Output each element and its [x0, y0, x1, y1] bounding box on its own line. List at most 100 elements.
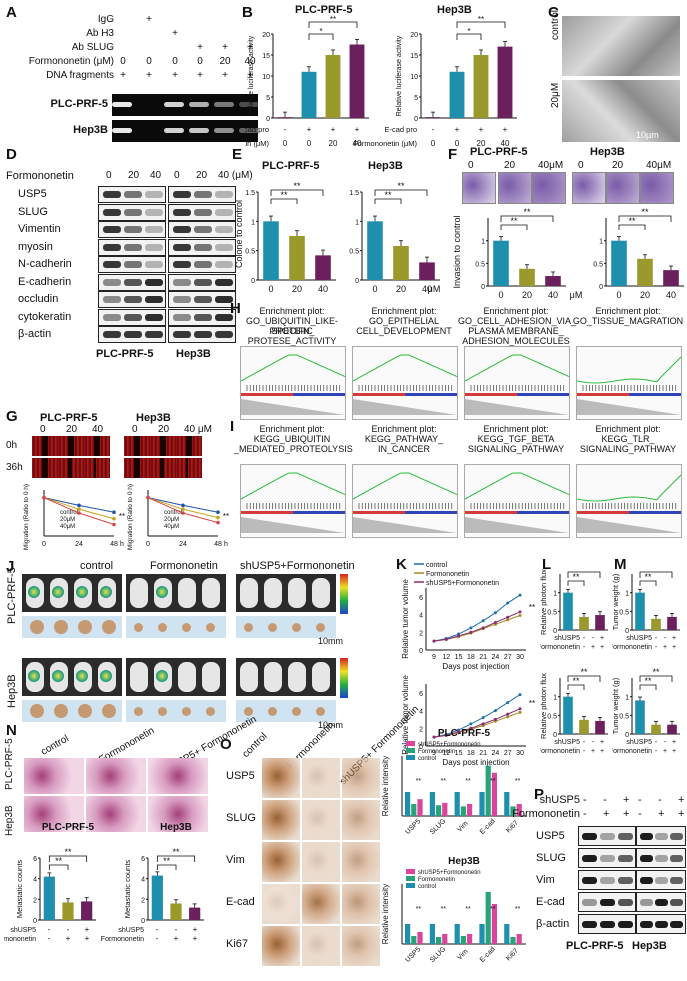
protein-band: [103, 208, 121, 216]
protein-label: SLUG: [536, 852, 566, 864]
y-tick-label: 6: [33, 856, 37, 863]
legend-label: control: [164, 510, 182, 516]
panel-d-label: D: [6, 146, 17, 163]
y-axis-label: Relative intensity: [381, 884, 390, 944]
x-tick-label: 20: [292, 284, 302, 294]
scratch-image: [84, 458, 110, 478]
protein-band: [582, 855, 597, 862]
row-value: +: [623, 808, 630, 820]
y-tick-label: 0: [141, 918, 145, 925]
legend-label: Formononetin: [426, 571, 469, 578]
row-value: 0: [307, 139, 312, 148]
y-tick-label: 1: [599, 239, 603, 246]
bioluminescence-signal: [28, 670, 40, 682]
row-value: 0: [431, 139, 436, 148]
x-tick-label: 27: [504, 750, 512, 757]
protein-band: [215, 191, 233, 198]
x-tick-label: 18: [467, 654, 475, 661]
enrichment-curve: [576, 356, 682, 384]
rank-red: [353, 511, 405, 514]
protein-band: [582, 921, 597, 928]
excised-tumor: [134, 622, 143, 632]
panel-k-label: K: [396, 556, 407, 573]
sig-bracket: [374, 189, 428, 196]
bar: [493, 240, 509, 286]
gsea-title-line: Enrichment plot:: [259, 424, 325, 434]
gsea-plot: [576, 464, 682, 538]
sig-label: **: [163, 856, 171, 866]
bar: [497, 46, 513, 118]
rank-red: [465, 393, 517, 396]
y-tick-label: 1: [625, 591, 629, 598]
bioluminescence-signal: [76, 586, 88, 598]
mouse: [202, 578, 220, 608]
scratch-gap: [186, 436, 192, 456]
gsea-svg: [240, 472, 346, 533]
sig-bracket: [270, 198, 298, 204]
protein-label: β-actin: [536, 918, 570, 930]
sig-bracket: [567, 571, 601, 578]
bar: [516, 934, 522, 944]
sig-label: **: [529, 699, 535, 708]
row-value: +: [672, 748, 676, 755]
gsea-title-line: _MEDIATED_PROTEOLYSIS: [234, 444, 353, 454]
y-tick-label: 10: [410, 74, 418, 81]
protein-band: [582, 877, 597, 884]
protein-band: [640, 855, 653, 862]
y-tick-label: 20: [262, 32, 270, 39]
row-label: Ab SLUG: [71, 42, 114, 53]
dose-label: 0: [106, 170, 112, 181]
gel-band: [239, 128, 259, 133]
rank-red: [241, 511, 293, 514]
protein-band: [194, 191, 212, 198]
y-tick-label: 5: [266, 95, 270, 102]
mouse: [312, 578, 330, 608]
line-point: [432, 735, 436, 739]
bar: [405, 792, 411, 816]
dose-label: 0: [174, 170, 180, 181]
sig-label: **: [280, 190, 288, 200]
y-tick-label: 1: [355, 219, 359, 226]
line-point: [216, 510, 220, 515]
bar: [510, 806, 516, 816]
y-tick-label: 0: [251, 278, 255, 285]
cell-title: PLC-PRF-5: [470, 146, 528, 158]
x-tick-label: 40: [666, 290, 676, 300]
x-tick-label: Ki67: [505, 947, 520, 962]
row-value: +: [663, 748, 667, 755]
y-axis-label: Relative luciferase activity: [396, 35, 403, 116]
enrichment-curve: [352, 472, 458, 500]
sig-bracket: [456, 33, 482, 40]
row-value: -: [67, 925, 70, 934]
protein-band: [582, 833, 597, 840]
protein-label: occludin: [18, 293, 59, 305]
blot-plc: [578, 870, 636, 890]
gsea-title-line: Enrichment plot:: [371, 424, 437, 434]
excised-tumor: [54, 704, 68, 718]
sig-label: **: [172, 847, 180, 857]
protein-band: [618, 899, 633, 906]
legend-swatch: [406, 869, 415, 874]
sig-label: **: [510, 216, 518, 226]
x-tick-label: 9: [432, 750, 436, 757]
row-value: +: [623, 794, 630, 806]
bar: [519, 268, 535, 286]
gsea-title-line: CELL_DEVELOPMENT: [356, 326, 452, 336]
rank-metric: [353, 399, 457, 415]
excised-tumor: [292, 706, 301, 716]
bar: [611, 240, 627, 286]
panel-c-label: C: [548, 4, 559, 21]
gel-image: [112, 94, 259, 116]
ihc-image: [302, 800, 340, 840]
blot-plc: [578, 914, 636, 934]
dose-label: 0: [468, 160, 474, 171]
bar: [460, 936, 466, 944]
ihc-image: [342, 884, 380, 924]
blot-hep3b: [636, 914, 686, 934]
protein-label: E-cad: [536, 896, 565, 908]
protein-band: [124, 261, 142, 268]
panel-e-title-2: Hep3B: [368, 160, 403, 172]
color-scale: [340, 658, 348, 698]
protein-band: [124, 313, 142, 321]
excised-tumor: [292, 622, 301, 632]
